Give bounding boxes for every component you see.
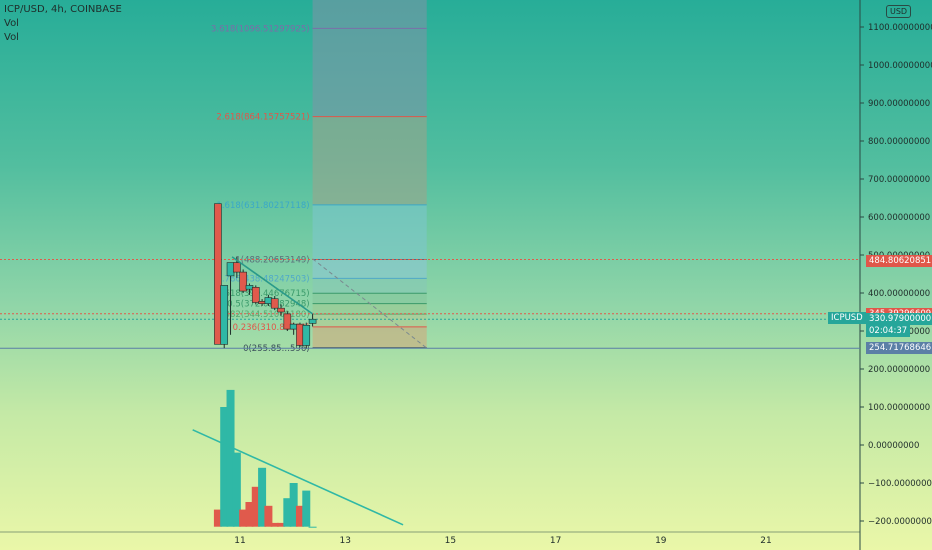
volume-bar-4 [239, 509, 248, 527]
candle-9[interactable] [270, 298, 279, 309]
fib-label-1: 1(488.20653149) [235, 255, 309, 265]
candle-15[interactable] [308, 318, 317, 324]
volume-bar-3 [232, 452, 241, 527]
x-tick-label: 11 [234, 536, 245, 546]
y-tick-label: 400.00000000 [868, 289, 930, 299]
y-tick-label: 200.00000000 [868, 365, 930, 375]
candle-11[interactable] [283, 313, 292, 330]
volume-legend-1: Vol [4, 18, 19, 29]
volume-bar-10 [277, 522, 286, 527]
candle-2[interactable] [226, 262, 235, 277]
fib-label-0.382: 0.382(344.51069180) [216, 310, 309, 320]
fib-label-1.618: 1.618(631.80217118) [216, 201, 309, 211]
candle-6[interactable] [251, 286, 260, 303]
fib-label-0.618: 0.618(399.44676715) [216, 289, 309, 299]
y-tick-label: 600.00000000 [868, 213, 930, 223]
trend-line-1[interactable] [312, 258, 428, 349]
volume-bar-15 [308, 526, 317, 528]
y-tick-label: −200.00000000 [868, 517, 932, 527]
volume-bar-0 [213, 509, 222, 527]
candle-7[interactable] [258, 301, 266, 304]
volume-bar-7 [258, 467, 267, 527]
fib-label-0: 0(255.85…596) [243, 344, 310, 354]
volume-bar-11 [283, 498, 292, 527]
candle-1[interactable] [220, 285, 229, 345]
y-tick-label: −100.00000000 [868, 479, 932, 489]
fib-zone-0-0.236 [312, 326, 427, 348]
fib-label-0.236: 0.236(310.88700) [233, 323, 310, 333]
y-tick-label: 100.00000000 [868, 403, 930, 413]
y-tick-label: 1000.00000000 [868, 61, 932, 71]
candle-5[interactable] [245, 285, 254, 290]
volume-bar-2 [226, 389, 235, 527]
symbol-title: ICP/USD, 4h, COINBASE [4, 4, 122, 15]
fib-zone-top [312, 0, 427, 29]
x-tick-label: 17 [550, 536, 561, 546]
fib-zone-0.236-0.382 [312, 314, 427, 327]
volume-bar-14 [302, 490, 311, 527]
fib-zone-2.618-3.618 [312, 28, 427, 117]
trend-line-2[interactable] [192, 429, 404, 526]
volume-bar-9 [270, 522, 279, 527]
trend-line-0[interactable] [231, 256, 314, 315]
y-tick-label: 900.00000000 [868, 99, 930, 109]
fib-label-3.618: 3.618(1096.51297925) [211, 24, 310, 34]
volume-bar-6 [251, 486, 260, 527]
y-tick-label: 700.00000000 [868, 175, 930, 185]
volume-bar-13 [295, 505, 304, 527]
volume-bar-5 [245, 502, 254, 527]
x-tick-label: 21 [760, 536, 771, 546]
fib-zone-0.786-1 [312, 259, 427, 279]
candle-3[interactable] [233, 262, 241, 273]
fib-zone-0.618-0.786 [312, 278, 427, 294]
volume-legend-2: Vol [4, 32, 19, 43]
candle-12[interactable] [289, 323, 298, 330]
currency-button[interactable]: USD [886, 5, 912, 18]
price-tag-3: 254.71768646 [866, 342, 932, 355]
candle-8[interactable] [264, 297, 273, 304]
x-tick-label: 13 [339, 536, 350, 546]
candle-14[interactable] [302, 324, 311, 346]
volume-bar-8 [264, 505, 273, 527]
candle-0[interactable] [214, 203, 222, 345]
candle-10[interactable] [277, 307, 285, 313]
symbol-price-tag: ICPUSD [828, 312, 866, 325]
fib-label-2.618: 2.618(864.15757521) [216, 113, 309, 123]
y-tick-label: 1100.00000000 [868, 23, 932, 33]
fib-zone-0.382-0.5 [312, 303, 427, 315]
fib-zone-1.618-2.618 [312, 116, 427, 205]
candle-13[interactable] [296, 323, 304, 346]
y-tick-label: 0.00000000 [868, 441, 919, 451]
price-tag-0: 484.80620851 [866, 254, 932, 267]
x-tick-label: 15 [445, 536, 456, 546]
volume-bar-12 [289, 483, 298, 527]
volume-bar-1 [220, 407, 229, 527]
y-tick-label: 800.00000000 [868, 137, 930, 147]
fib-zone-1-1.618 [312, 204, 427, 260]
candle-4[interactable] [239, 271, 247, 292]
countdown-tag: 02:04:37 [866, 325, 911, 338]
price-tag-2: 330.97900000 [866, 313, 932, 326]
x-tick-label: 19 [655, 536, 667, 546]
fib-zone-0.5-0.618 [312, 293, 427, 304]
